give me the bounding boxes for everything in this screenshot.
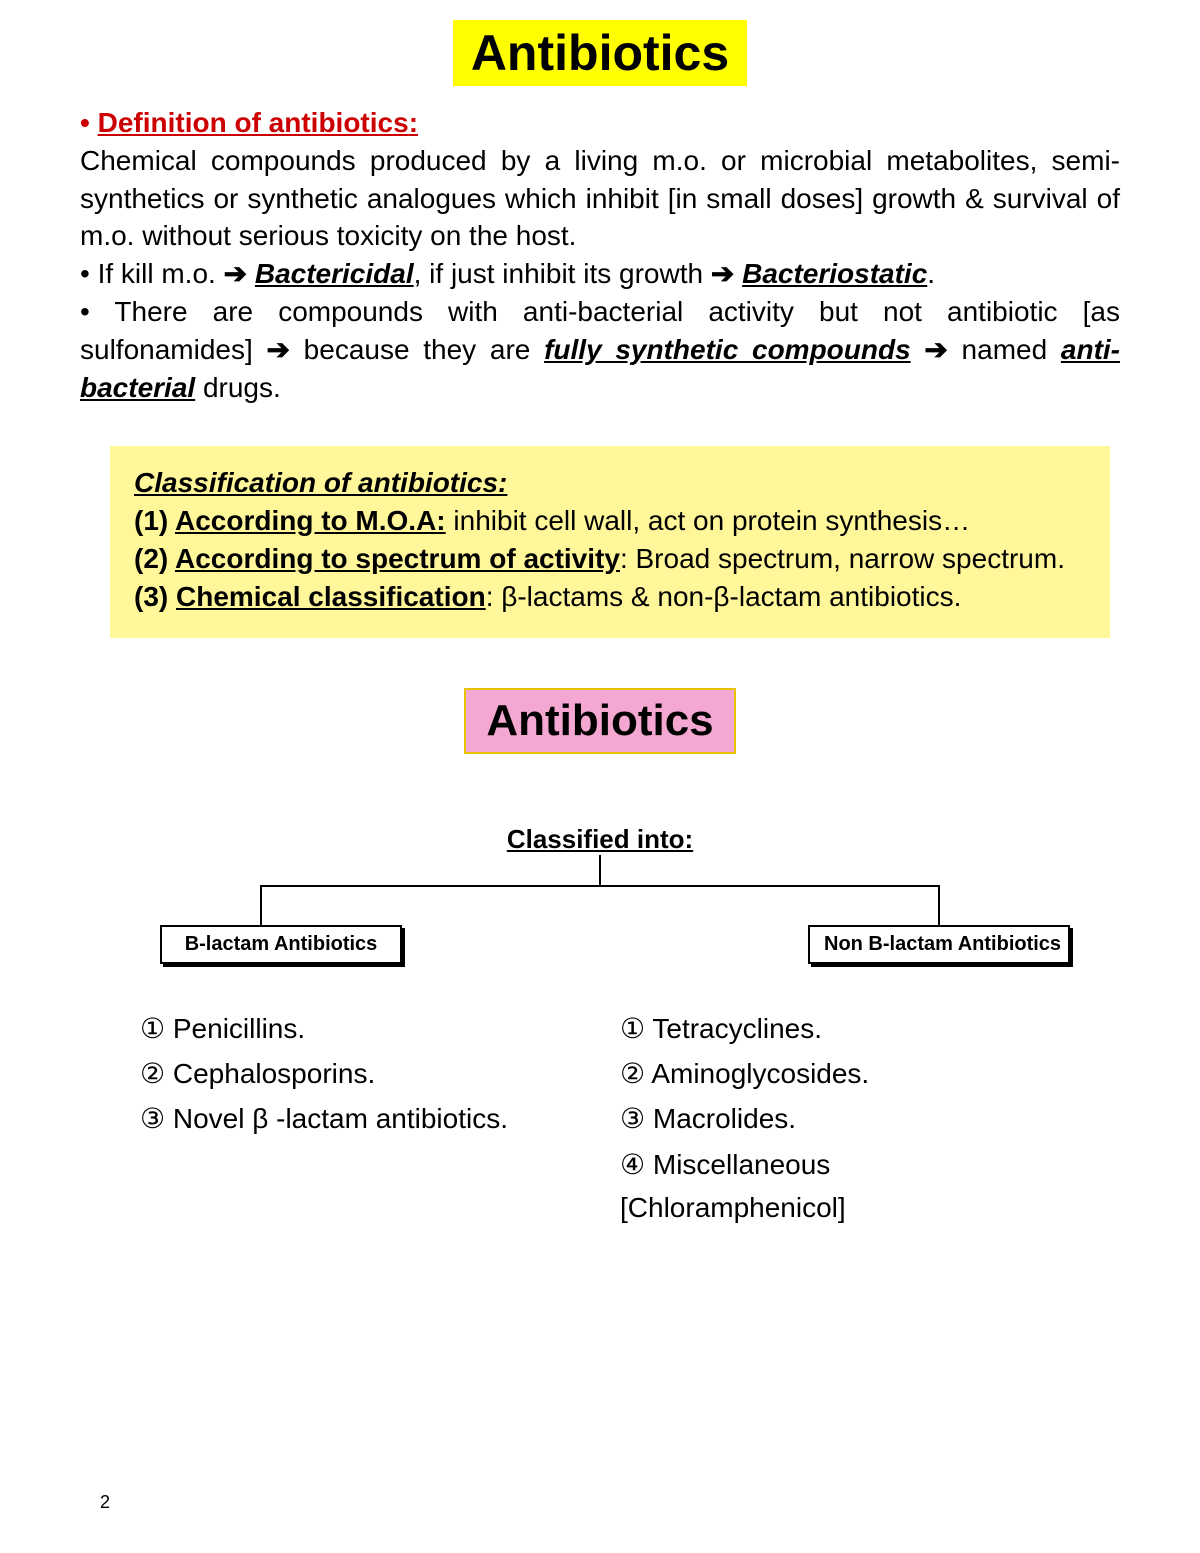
b-lactam-list: ① Penicillins. ② Cephalosporins. ③ Novel… [140,1005,600,1232]
node-b-lactam: B-lactam Antibiotics [160,925,402,964]
node-non-b-lactam: Non B-lactam Antibiotics [808,925,1070,964]
item1-label: According to M.O.A: [175,505,446,536]
classification-item-1: (1) According to M.O.A: inhibit cell wal… [134,502,1086,540]
list-item: ③ Novel β -lactam antibiotics. [140,1097,580,1140]
classification-heading: Classification of antibiotics: [134,464,1086,502]
item1-text: inhibit cell wall, act on protein synthe… [446,505,970,536]
fully-synthetic-term: fully synthetic compounds [544,334,911,365]
definition-paragraph: • Definition of antibiotics: Chemical co… [80,104,1120,255]
bactericidal-line: • If kill m.o. ➔ Bactericidal, if just i… [80,255,1120,293]
item2-num: (2) [134,543,175,574]
tree-hbar [260,885,940,887]
title-container: Antibiotics [80,20,1120,104]
page-number: 2 [100,1492,110,1513]
definition-colon: : [409,107,418,138]
definition-section: • Definition of antibiotics: Chemical co… [80,104,1120,406]
list-item: ① Penicillins. [140,1007,580,1050]
line3d: named [948,334,1061,365]
item2-text: : Broad spectrum, narrow spectrum. [620,543,1065,574]
list-item: ② Cephalosporins. [140,1052,580,1095]
definition-body: Chemical compounds produced by a living … [80,145,1120,252]
line3b: because they are [290,334,544,365]
line3e: drugs. [195,372,281,403]
classification-box: Classification of antibiotics: (1) Accor… [110,446,1110,637]
item1-num: (1) [134,505,175,536]
main-title: Antibiotics [453,20,747,86]
arrow-icon: ➔ [924,334,947,365]
line2-prefix: • If kill m.o. [80,258,224,289]
line3c [911,334,925,365]
arrow-icon: ➔ [224,258,247,289]
subheading-container: Antibiotics [80,668,1120,754]
bacteriostatic-term: Bacteriostatic [742,258,927,289]
tree-vleft [260,885,262,925]
bullet-icon: • [80,107,98,138]
synthetic-line: • There are compounds with anti-bacteria… [80,293,1120,406]
tree-stem [599,855,601,885]
antibiotics-subheading: Antibiotics [464,688,735,754]
list-item: ④ Miscellaneous [Chloramphenicol] [620,1143,1060,1230]
classification-item-2: (2) According to spectrum of activity: B… [134,540,1086,578]
line2-end: . [927,258,935,289]
tree-vright [938,885,940,925]
arrow-icon: ➔ [266,334,289,365]
item3-text: : β-lactams & non-β-lactam antibiotics. [486,581,962,612]
classified-into-label: Classified into: [80,824,1120,855]
classification-columns: ① Penicillins. ② Cephalosporins. ③ Novel… [140,1005,1060,1232]
arrow-icon: ➔ [711,258,734,289]
line2-mid: , if just inhibit its growth [414,258,711,289]
item2-label: According to spectrum of activity [175,543,620,574]
non-b-lactam-list: ① Tetracyclines. ② Aminoglycosides. ③ Ma… [600,1005,1060,1232]
tree-diagram: B-lactam Antibiotics Non B-lactam Antibi… [140,855,1060,975]
list-item: ② Aminoglycosides. [620,1052,1060,1095]
classification-item-3: (3) Chemical classification: β-lactams &… [134,578,1086,616]
bactericidal-term: Bactericidal [255,258,414,289]
list-item: ③ Macrolides. [620,1097,1060,1140]
item3-label: Chemical classification [176,581,486,612]
document-page: Antibiotics • Definition of antibiotics:… [0,0,1200,1553]
item3-num: (3) [134,581,176,612]
definition-heading: Definition of antibiotics [98,107,409,138]
list-item: ① Tetracyclines. [620,1007,1060,1050]
